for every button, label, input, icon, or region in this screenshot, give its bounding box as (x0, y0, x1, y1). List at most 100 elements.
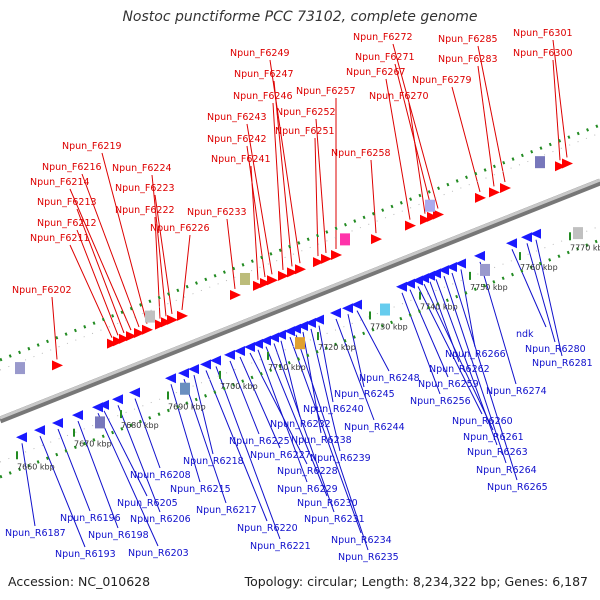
gene-label: Npun_R6280 (525, 344, 586, 355)
gene-label: Npun_R6274 (486, 386, 547, 397)
label-leader-line (69, 188, 132, 331)
gene-label: Npun_F6212 (37, 218, 97, 229)
reverse-gene-arrow (275, 329, 286, 340)
reverse-gene-arrow (342, 303, 353, 314)
gene-label: Npun_R6198 (88, 530, 149, 541)
gene-label: Npun_F6241 (211, 154, 271, 165)
label-leader-line (356, 310, 390, 372)
gene-label: Npun_F6301 (513, 28, 573, 39)
reverse-gene-arrow (297, 321, 308, 332)
gene-domain-box (145, 310, 155, 323)
label-leader-line (239, 356, 281, 449)
gene-label: Npun_F6213 (37, 197, 97, 208)
gene-domain-box (535, 156, 545, 169)
label-leader-line (77, 420, 119, 529)
label-leader-line (526, 243, 556, 343)
label-leader-line (76, 208, 125, 334)
gene-label: Npun_F6233 (187, 207, 247, 218)
forward-gene-arrow (287, 267, 298, 278)
forward-gene-arrow (371, 234, 382, 245)
gene-label: Npun_R6227 (250, 450, 311, 461)
gene-label: Npun_F6243 (207, 112, 267, 123)
forward-gene-arrow (167, 314, 178, 325)
label-leader-line (226, 218, 236, 289)
forward-gene-arrow (489, 187, 500, 198)
label-leader-line (81, 173, 140, 328)
gene-label: Npun_F6211 (30, 233, 90, 244)
gene-label: Npun_F6224 (112, 163, 172, 174)
label-leader-line (265, 346, 328, 497)
label-leader-line (205, 370, 268, 522)
forward-gene-arrow (295, 264, 306, 275)
label-leader-line (51, 296, 58, 360)
gene-domain-box (573, 227, 583, 240)
gene-label: Npun_R6264 (476, 465, 537, 476)
label-leader-line (408, 102, 426, 214)
forward-gene-arrow (113, 336, 124, 347)
gene-label: Npun_R6228 (277, 466, 338, 477)
tick-label: 7660 kbp (17, 462, 55, 471)
label-leader-line (347, 314, 365, 388)
label-leader-line (246, 145, 266, 278)
forward-gene-arrow (119, 333, 130, 344)
label-leader-line (295, 334, 369, 551)
coordinate-ticks: 7660 kbp 7670 kbp 7680 kbp 7690 kbp 7700 kbp… (16, 232, 600, 471)
gene-label: Npun_R6230 (297, 498, 358, 509)
gene-label: Npun_R6187 (5, 528, 66, 539)
gene-label: Npun_F6270 (369, 91, 429, 102)
gene-label: Npun_F6242 (207, 134, 267, 145)
label-leader-line (451, 272, 518, 481)
reverse-gene-arrow (430, 268, 441, 279)
label-leader-line (273, 343, 335, 513)
label-leader-line (183, 378, 227, 504)
gene-label: Npun_F6247 (234, 69, 294, 80)
tick-label: 7720 kbp (318, 343, 356, 352)
reverse-gene-arrow (474, 250, 485, 261)
reverse-gene-arrow (313, 314, 324, 325)
reverse-gene-arrow (521, 232, 532, 243)
reverse-gene-arrow (210, 355, 221, 366)
label-leader-line (97, 412, 159, 547)
reverse-gene-arrow (305, 317, 316, 328)
forward-gene-arrow (475, 192, 486, 203)
gene-label: Npun_F6285 (438, 34, 498, 45)
label-leader-line (302, 331, 322, 434)
label-leader-line (272, 102, 284, 270)
gene-label: Npun_R6229 (277, 484, 338, 495)
tick-label: 7760 kbp (520, 263, 558, 272)
forward-gene-arrow (433, 209, 444, 220)
forward-gene-arrow (267, 275, 278, 286)
gene-label: Npun_R6245 (334, 389, 395, 400)
forward-gene-arrow (405, 220, 416, 231)
gene-labels: Npun_F6202 Npun_F6211 Npun_F6212 Npun_F6213… (5, 28, 593, 563)
gene-label: Npun_R6266 (445, 349, 506, 360)
gene-label: Npun_F6249 (230, 48, 290, 59)
reverse-gene-arrow (530, 228, 541, 239)
label-leader-line (392, 43, 439, 209)
gene-label: Npun_F6216 (42, 162, 102, 173)
accession-text: Accession: NC_010628 (8, 574, 151, 589)
gene-label: Npun_F6257 (296, 86, 356, 97)
gene-label: Npun_F6283 (438, 54, 498, 65)
label-leader-line (477, 65, 495, 187)
genome-backbone (0, 178, 600, 420)
gene-label: Npun_R6260 (452, 416, 513, 427)
forward-gene-arrow (107, 338, 118, 349)
reverse-gene-arrow (404, 278, 415, 289)
gene-label: Npun_R6220 (237, 523, 298, 534)
gene-label: Npun_R6235 (338, 552, 399, 563)
gene-label: Npun_R6234 (331, 535, 392, 546)
genome-track (0, 123, 600, 479)
label-leader-line (154, 216, 161, 319)
gene-domain-box (380, 303, 390, 316)
reverse-gene-arrow (260, 335, 271, 346)
label-leader-line (170, 384, 201, 483)
gene-label: Npun_R6265 (487, 482, 548, 493)
label-leader-line (289, 336, 362, 534)
forward-gene-arrow (500, 183, 511, 194)
gene-label: Npun_R6232 (270, 419, 331, 430)
forward-gene-arrow (321, 253, 332, 264)
gene-domain-box (95, 416, 105, 429)
gene-domain-box (15, 362, 25, 375)
reverse-gene-arrow (52, 418, 63, 429)
